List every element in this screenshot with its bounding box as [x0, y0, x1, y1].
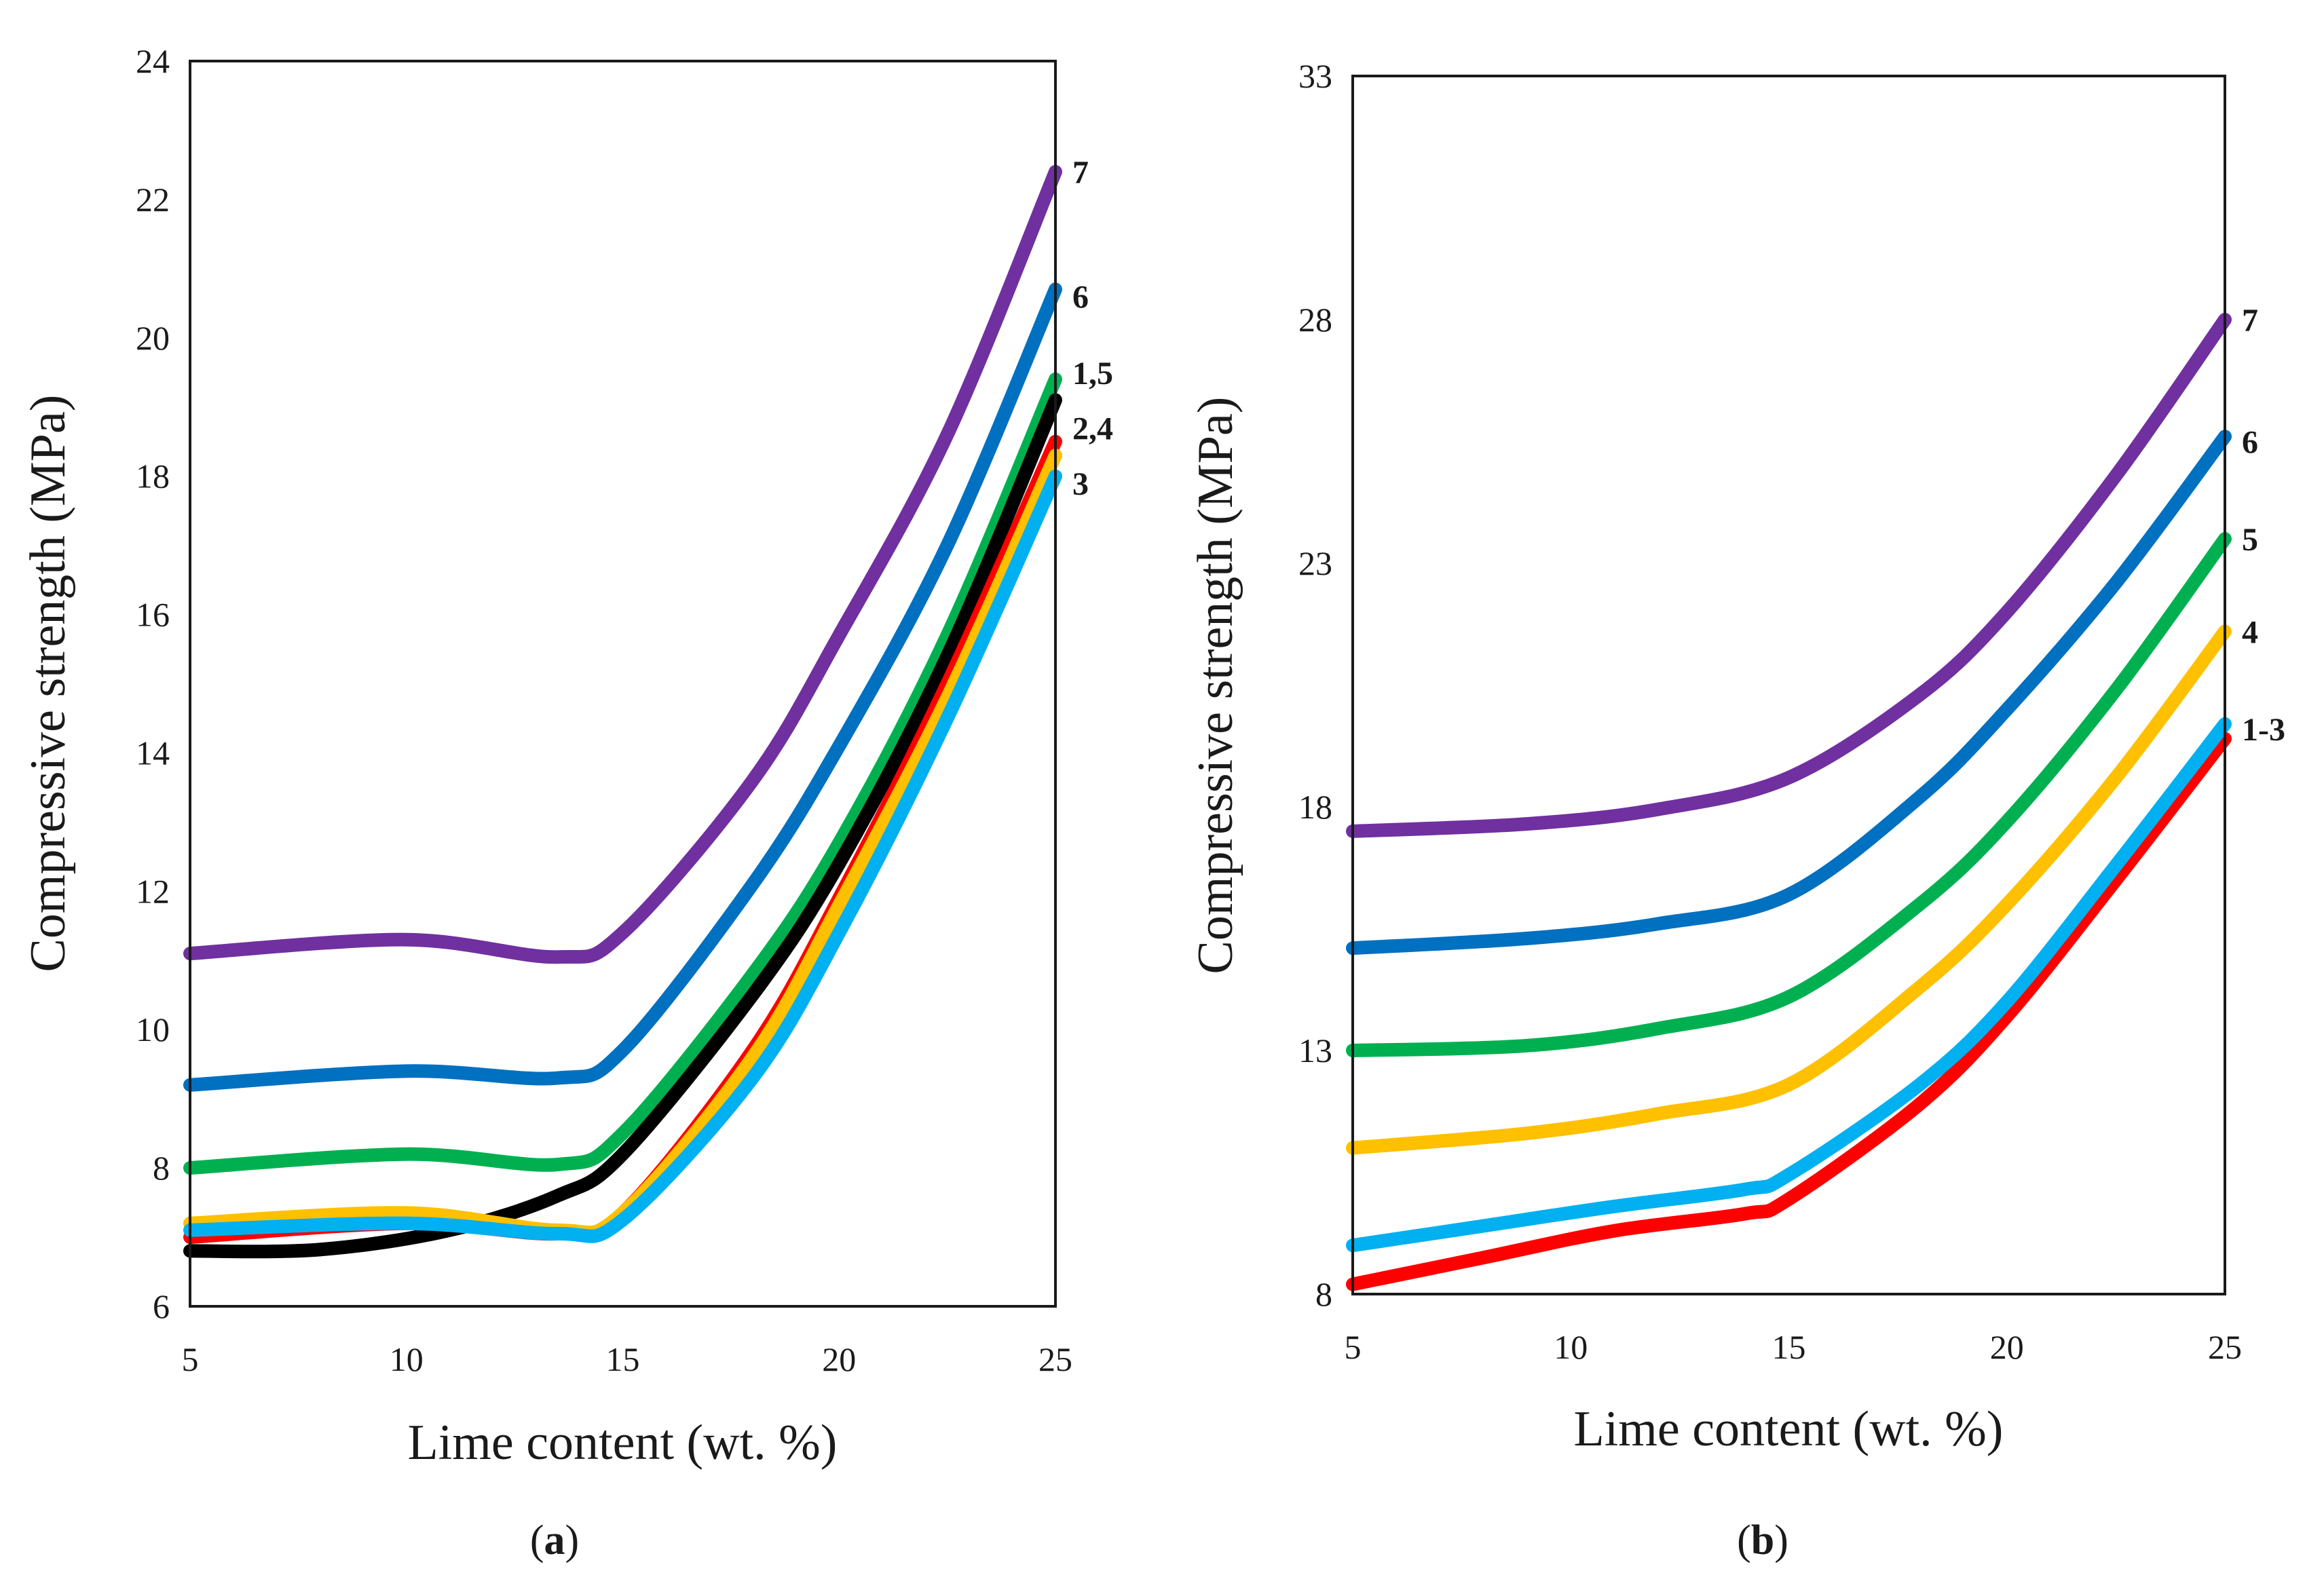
end-label-b-3: 5	[2242, 522, 2258, 558]
y-tick-label-a-22: 22	[136, 181, 170, 219]
series-line-a-4	[183, 393, 1062, 1259]
y-tick-label-a-16: 16	[136, 596, 170, 634]
series-line-a-7	[183, 469, 1062, 1243]
caption-paren-open-a: (	[530, 1517, 544, 1563]
end-label-a-3: 1,5	[1072, 356, 1113, 392]
caption-paren-close-a: )	[565, 1517, 580, 1563]
x-tick-label-a-15: 15	[606, 1340, 640, 1378]
plot-frame-b	[1351, 75, 2226, 1295]
end-label-a-4: 2,4	[1072, 411, 1113, 447]
tick-labels-a: 5 10 15 20 25 6 8 10 12 14 16 18 20 22 24	[136, 42, 1072, 1378]
series-line-b-6	[1346, 717, 2232, 1253]
series-line-b-4	[1346, 624, 2232, 1155]
series-line-a-6	[183, 449, 1062, 1240]
y-tick-label-b-13: 13	[1298, 1031, 1332, 1069]
end-label-a-2: 6	[1072, 280, 1089, 316]
end-label-b-5: 1-3	[2242, 712, 2285, 748]
panel-caption-b: (b)	[1737, 1517, 1788, 1563]
x-tick-label-a-20: 20	[822, 1340, 856, 1378]
plot-frame-a	[189, 60, 1057, 1308]
y-tick-label-a-24: 24	[136, 42, 170, 80]
y-axis-label-a: Compressive strength (MPa)	[20, 395, 76, 972]
caption-paren-open-b: (	[1737, 1517, 1751, 1563]
x-tick-label-b-20: 20	[1990, 1328, 2024, 1366]
y-tick-label-a-10: 10	[136, 1010, 170, 1048]
series-line-a-1	[183, 165, 1062, 964]
y-tick-label-a-18: 18	[136, 457, 170, 495]
x-tick-label-b-15: 15	[1772, 1328, 1806, 1366]
series-line-b-5	[1346, 732, 2232, 1291]
series-line-a-3	[183, 372, 1062, 1175]
y-axis-label-b: Compressive strength (MPa)	[1188, 397, 1243, 974]
end-label-b-2: 6	[2242, 425, 2258, 461]
x-axis-label-b: Lime content (wt. %)	[1574, 1401, 2004, 1457]
end-labels-a: 7 6 1,5 2,4 3	[1072, 155, 1113, 502]
end-label-b-1: 7	[2242, 303, 2258, 339]
y-tick-label-a-20: 20	[136, 319, 170, 357]
panel-caption-a: (a)	[530, 1517, 579, 1563]
end-labels-b: 7 6 5 4 1-3	[2242, 303, 2285, 748]
y-tick-label-b-18: 18	[1298, 788, 1332, 826]
x-tick-label-b-10: 10	[1554, 1328, 1588, 1366]
end-label-a-5: 3	[1072, 466, 1089, 502]
x-tick-label-b-25: 25	[2208, 1328, 2242, 1366]
series-line-a-2	[183, 282, 1062, 1092]
end-label-b-4: 4	[2242, 615, 2258, 651]
series-line-b-1	[1346, 313, 2232, 838]
caption-letter-b: b	[1751, 1517, 1774, 1563]
y-tick-label-b-23: 23	[1298, 544, 1332, 582]
x-tick-label-a-25: 25	[1038, 1340, 1072, 1378]
y-tick-label-a-12: 12	[136, 872, 170, 910]
caption-letter-a: a	[544, 1517, 565, 1563]
x-tick-label-a-10: 10	[390, 1340, 424, 1378]
y-tick-label-a-14: 14	[136, 734, 170, 772]
chart-panel-a: 5 10 15 20 25 6 8 10 12 14 16 18 20 22 24 7 6 1,5 2,4 3 Li…	[20, 42, 1113, 1563]
y-tick-label-b-28: 28	[1298, 301, 1332, 339]
y-tick-label-a-8: 8	[153, 1149, 170, 1187]
y-tick-label-a-6: 6	[153, 1287, 170, 1325]
tick-labels-b: 5 10 15 20 25 8 13 18 23 28 33	[1298, 57, 2242, 1366]
caption-paren-close-b: )	[1774, 1517, 1788, 1563]
y-tick-label-b-33: 33	[1298, 57, 1332, 95]
chart-panel-b: 5 10 15 20 25 8 13 18 23 28 33 7 6 5 4 1-3 Lime conten…	[1188, 57, 2285, 1563]
series-layer-a	[183, 165, 1062, 1259]
end-label-a-1: 7	[1072, 155, 1089, 191]
series-layer-b	[1346, 313, 2232, 1291]
x-tick-label-b-5: 5	[1345, 1328, 1362, 1366]
series-line-b-3	[1346, 532, 2232, 1057]
y-tick-label-b-8: 8	[1315, 1275, 1332, 1313]
x-tick-label-a-5: 5	[182, 1340, 199, 1378]
x-axis-label-a: Lime content (wt. %)	[408, 1415, 838, 1471]
series-line-b-2	[1346, 430, 2232, 955]
